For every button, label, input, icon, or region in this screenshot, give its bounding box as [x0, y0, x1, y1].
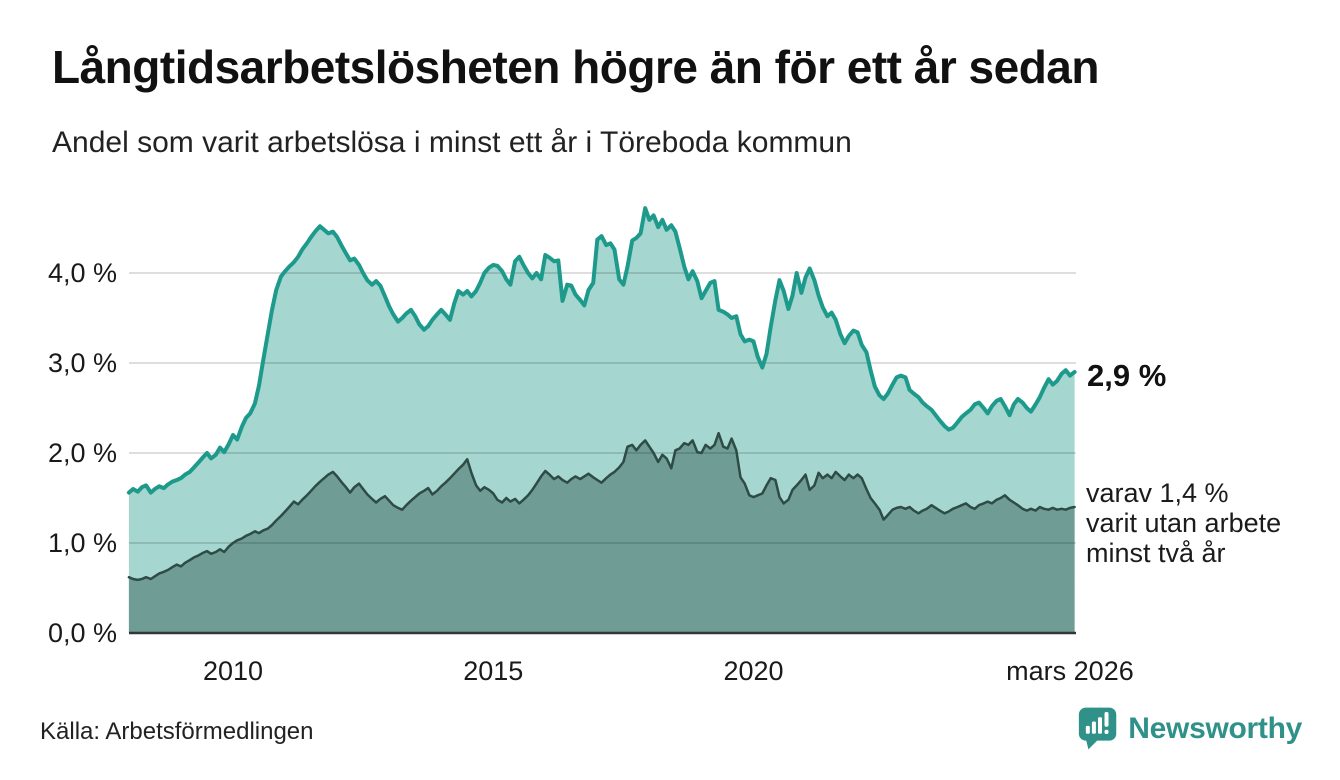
page-title: Långtidsarbetslösheten högre än för ett … — [52, 41, 1099, 93]
x-tick-label: 2015 — [463, 656, 524, 686]
y-tick-label: 3,0 % — [47, 348, 117, 378]
y-tick-label: 4,0 % — [47, 258, 117, 288]
page-subtitle: Andel som varit arbetslösa i minst ett å… — [52, 126, 852, 159]
newsworthy-logo: Newsworthy — [1078, 706, 1302, 751]
x-tick-label: mars 2026 — [1006, 656, 1134, 686]
line-minst-tva-ar — [127, 431, 1076, 582]
line-minst-ett-ar — [126, 206, 1077, 495]
y-tick-label: 0,0 % — [47, 618, 117, 648]
x-tick-label: 2010 — [202, 656, 264, 686]
brand-name: Newsworthy — [1128, 711, 1302, 745]
latest-value-annotation: 2,9 % — [1087, 358, 1167, 393]
area-fill-minst-tva-ar — [128, 433, 1075, 633]
bar-chart-speech-bubble-icon — [1079, 707, 1117, 750]
source-note: Källa: Arbetsförmedlingen — [40, 718, 314, 745]
secondary-annotation: varav 1,4 % varit utan arbete minst två … — [1086, 478, 1282, 568]
y-tick-label: 1,0 % — [47, 528, 117, 558]
x-tick-label: 2020 — [723, 656, 784, 686]
y-tick-label: 2,0 % — [47, 438, 117, 468]
